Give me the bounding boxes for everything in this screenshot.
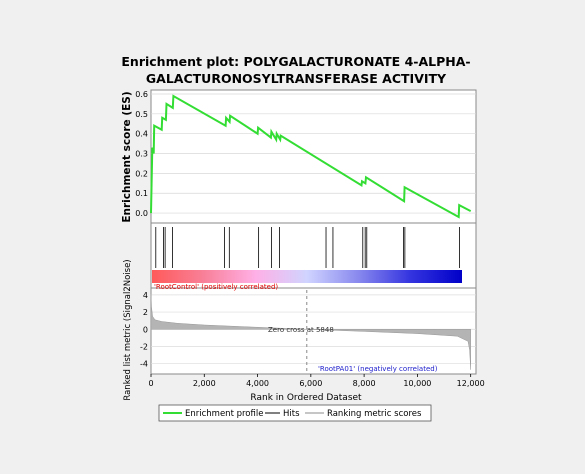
es-y-tick-label: 0.1	[135, 189, 148, 198]
x-axis-label: Rank in Ordered Dataset	[250, 393, 362, 403]
chart-title-line-2: GALACTURONOSYLTRANSFERASE ACTIVITY	[146, 71, 447, 86]
legend-label-enrichment-profile: Enrichment profile	[185, 409, 263, 419]
x-tick-label: 2,000	[193, 379, 216, 388]
ranked-y-tick-label: 0	[143, 325, 148, 334]
hit-markers	[155, 227, 460, 268]
x-tick-label: 6,000	[299, 379, 322, 388]
rank-heatmap-bar	[152, 270, 462, 283]
es-y-tick-label: 0.4	[135, 130, 148, 139]
x-tick-label: 10,000	[403, 379, 431, 388]
x-tick-label: 8,000	[353, 379, 376, 388]
ranked-y-ticks: -4 -2 0 2 4	[140, 291, 148, 369]
zero-cross-label: Zero cross at 5848	[268, 326, 334, 334]
ranked-y-axis-label: Ranked list metric (Signal2Noise)	[123, 259, 133, 400]
es-y-tick-label: 0.2	[135, 169, 148, 178]
legend-label-ranking-metric: Ranking metric scores	[327, 409, 422, 419]
legend-box	[158, 404, 432, 422]
ranked-y-tick-label: 4	[143, 291, 148, 300]
ranking-metric-area	[150, 293, 471, 370]
legend-label-hits: Hits	[283, 409, 300, 419]
enrichment-profile-line	[150, 94, 472, 219]
ranked-y-tick-label: -4	[140, 360, 148, 369]
ranked-y-tick-label: -2	[140, 342, 148, 351]
positive-correlation-label: 'RootControl' (positively correlated)	[154, 283, 278, 291]
negative-correlation-label: 'RootPA01' (negatively correlated)	[318, 365, 438, 373]
es-y-tick-label: 0.6	[135, 90, 148, 99]
legend: Enrichment profile Hits Ranking metric s…	[158, 404, 432, 422]
x-tick-label: 0	[148, 379, 153, 388]
es-y-axis-label: Enrichment score (ES)	[121, 91, 133, 222]
es-y-tick-label: 0.0	[135, 209, 148, 218]
es-y-ticks: 0.0 0.1 0.2 0.3 0.4 0.5 0.6	[135, 90, 148, 218]
x-tick-label: 12,000	[457, 379, 485, 388]
chart-title-line-1: Enrichment plot: POLYGALACTURONATE 4-ALP…	[121, 54, 470, 69]
x-ticks: 0 2,000 4,000 6,000 8,000 10,000 12,000	[148, 374, 485, 388]
x-tick-label: 4,000	[246, 379, 269, 388]
es-y-tick-label: 0.5	[135, 110, 148, 119]
es-y-tick-label: 0.3	[135, 150, 148, 159]
ranked-y-tick-label: 2	[143, 308, 148, 317]
